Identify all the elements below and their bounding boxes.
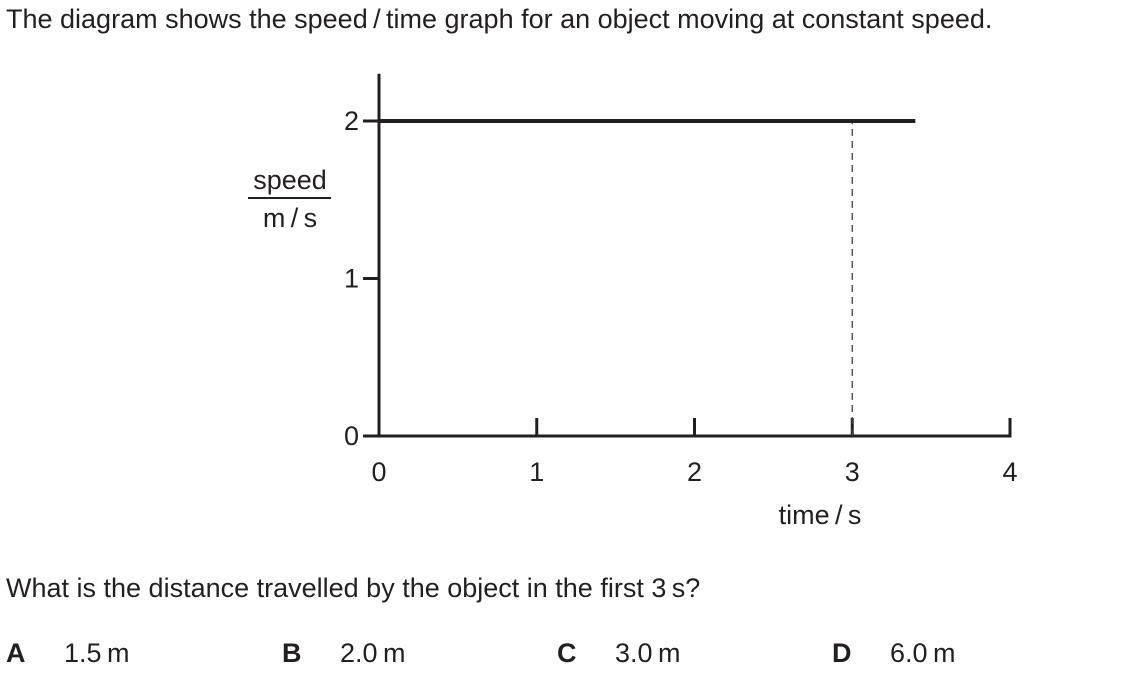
- y-tick-label: 2: [344, 106, 359, 136]
- y-axis-label-denominator: m / s: [263, 203, 317, 233]
- x-axis-label: time / s: [779, 500, 862, 530]
- option-c-value: 3.0 m: [615, 638, 681, 668]
- option-d-value: 6.0 m: [890, 638, 956, 668]
- y-tick-label: 1: [344, 264, 359, 294]
- y-axis-label-numerator: speed: [253, 165, 327, 195]
- x-tick-label: 1: [529, 457, 544, 487]
- option-d[interactable]: D 6.0 m: [832, 638, 955, 669]
- option-a-letter: A: [6, 638, 26, 668]
- x-tick-label: 0: [371, 457, 386, 487]
- x-tick-label: 3: [845, 457, 860, 487]
- question-prompt: What is the distance travelled by the ob…: [6, 573, 701, 603]
- question-intro: The diagram shows the speed / time graph…: [6, 4, 993, 34]
- option-a-value: 1.5 m: [64, 638, 130, 668]
- x-tick-label: 2: [687, 457, 702, 487]
- option-b-letter: B: [282, 638, 302, 668]
- option-c-letter: C: [557, 638, 577, 668]
- y-tick-label: 0: [344, 421, 359, 451]
- x-tick-label: 4: [1002, 457, 1017, 487]
- option-c[interactable]: C 3.0 m: [557, 638, 680, 669]
- option-b[interactable]: B 2.0 m: [282, 638, 405, 669]
- option-d-letter: D: [832, 638, 852, 668]
- option-a[interactable]: A 1.5 m: [6, 638, 129, 669]
- option-b-value: 2.0 m: [340, 638, 406, 668]
